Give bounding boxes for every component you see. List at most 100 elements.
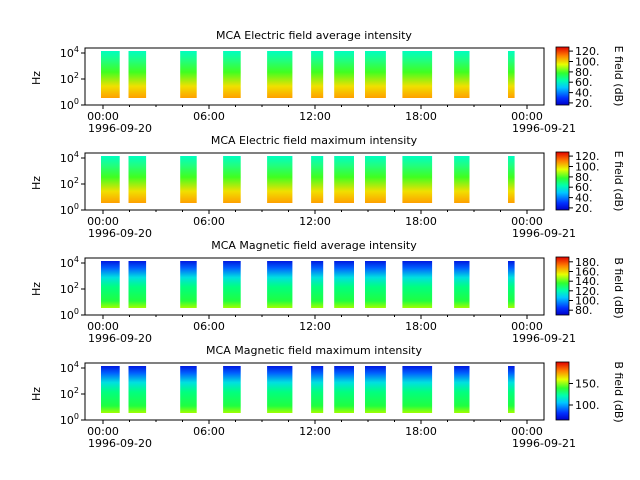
spectrogram-block [365,156,386,203]
spectrogram-block [334,51,354,98]
x-tick-label: 12:00 [299,320,331,333]
x-date-label: 1996-09-20 [88,227,152,240]
colorbar-tick-label: 140. [575,275,600,288]
y-tick-label: 102 [60,71,79,86]
spectrogram-block [128,366,147,413]
x-tick-label: 12:00 [299,215,331,228]
y-axis-label: Hz [30,176,43,190]
colorbar-tick-label: 60. [575,76,593,89]
x-tick-label: 00:00 [87,110,119,123]
colorbar [555,256,570,316]
spectrogram-block [101,366,120,413]
x-date-label: 1996-09-21 [512,437,576,450]
spectrogram-block [101,51,120,98]
x-date-label: 1996-09-20 [88,332,152,345]
y-tick-label: 104 [60,150,79,165]
x-date-label: 1996-09-20 [88,437,152,450]
panel-title: MCA Magnetic field maximum intensity [206,344,422,357]
spectrogram-block [508,366,515,413]
spectrogram-block [454,261,470,308]
spectrogram-block [267,261,293,308]
spectrogram-block [454,366,470,413]
y-axis-label: Hz [30,387,43,401]
colorbar-label: E field (dB) [612,151,625,212]
y-tick-label: 102 [60,176,79,191]
x-tick-label: 00:00 [87,425,119,438]
y-tick-label: 104 [60,255,79,270]
y-tick-label: 102 [60,281,79,296]
spectrogram-block [267,156,293,203]
colorbar [555,151,570,211]
spectrogram-block [334,261,354,308]
spectrogram-block [365,366,386,413]
x-tick-label: 18:00 [405,110,437,123]
x-tick-label: 06:00 [193,215,225,228]
y-axis-label: Hz [30,71,43,85]
panel-title: MCA Magnetic field average intensity [211,239,417,252]
spectrogram-block [223,156,241,203]
spectrogram-block [128,156,147,203]
panel-title: MCA Electric field maximum intensity [211,134,418,147]
x-tick-label: 00:00 [511,110,543,123]
spectrogram-block [180,156,197,203]
colorbar-tick-label: 180. [575,256,600,269]
y-axis-label: Hz [30,282,43,296]
colorbar [555,361,570,421]
spectrogram-block [223,261,241,308]
x-tick-label: 06:00 [193,110,225,123]
colorbar-tick-label: 40. [575,192,593,205]
x-tick-label: 18:00 [405,215,437,228]
colorbar-tick-label: 120. [575,45,600,58]
colorbar-tick-label: 100. [575,161,600,174]
colorbar-tick-label: 80. [575,304,593,317]
colorbar-tick-label: 100. [575,295,600,308]
spectrogram-block [402,51,433,98]
colorbar-tick-label: 60. [575,181,593,194]
spectrogram-block [402,261,433,308]
colorbar-tick-label: 80. [575,66,593,79]
x-date-label: 1996-09-21 [512,332,576,345]
colorbar-tick-label: 120. [575,150,600,163]
spectrogram-block [311,51,324,98]
x-tick-label: 18:00 [405,425,437,438]
spectrogram-block [311,261,324,308]
spectrogram-block [402,156,433,203]
spectrogram-block [267,366,293,413]
spectrogram-block [508,261,515,308]
panel-title: MCA Electric field average intensity [216,29,412,42]
spectrogram-block [180,261,197,308]
x-tick-label: 00:00 [87,320,119,333]
spectrogram-block [180,51,197,98]
colorbar-label: B field (dB) [612,361,625,422]
x-tick-label: 12:00 [299,425,331,438]
panel-electric-average: MCA Electric field average intensity Hz … [30,29,625,135]
y-tick-label: 104 [60,360,79,375]
colorbar-tick-label: 160. [575,266,600,279]
x-tick-label: 00:00 [87,215,119,228]
x-tick-label: 06:00 [193,320,225,333]
spectrogram-block [180,366,197,413]
spectrogram-block [454,156,470,203]
spectrogram-block [311,366,324,413]
colorbar-tick-label: 100. [575,399,600,412]
y-tick-label: 102 [60,386,79,401]
spectrogram-block [508,51,515,98]
x-tick-label: 00:00 [511,215,543,228]
colorbar-tick-label: 40. [575,87,593,100]
spectrogram-block [101,156,120,203]
spectrogram-block [508,156,515,203]
y-tick-label: 100 [60,202,79,217]
colorbar-label: E field (dB) [612,46,625,107]
spectrogram-block [454,51,470,98]
colorbar-tick-label: 20. [575,97,593,110]
x-date-label: 1996-09-21 [512,227,576,240]
spectrogram-block [402,366,433,413]
y-tick-label: 100 [60,307,79,322]
panel-magnetic-average: MCA Magnetic field average intensity Hz … [30,239,625,345]
spectrogram-block [365,51,386,98]
x-tick-label: 18:00 [405,320,437,333]
colorbar-tick-label: 150. [575,378,600,391]
colorbar-tick-label: 20. [575,202,593,215]
spectrogram-block [101,261,120,308]
